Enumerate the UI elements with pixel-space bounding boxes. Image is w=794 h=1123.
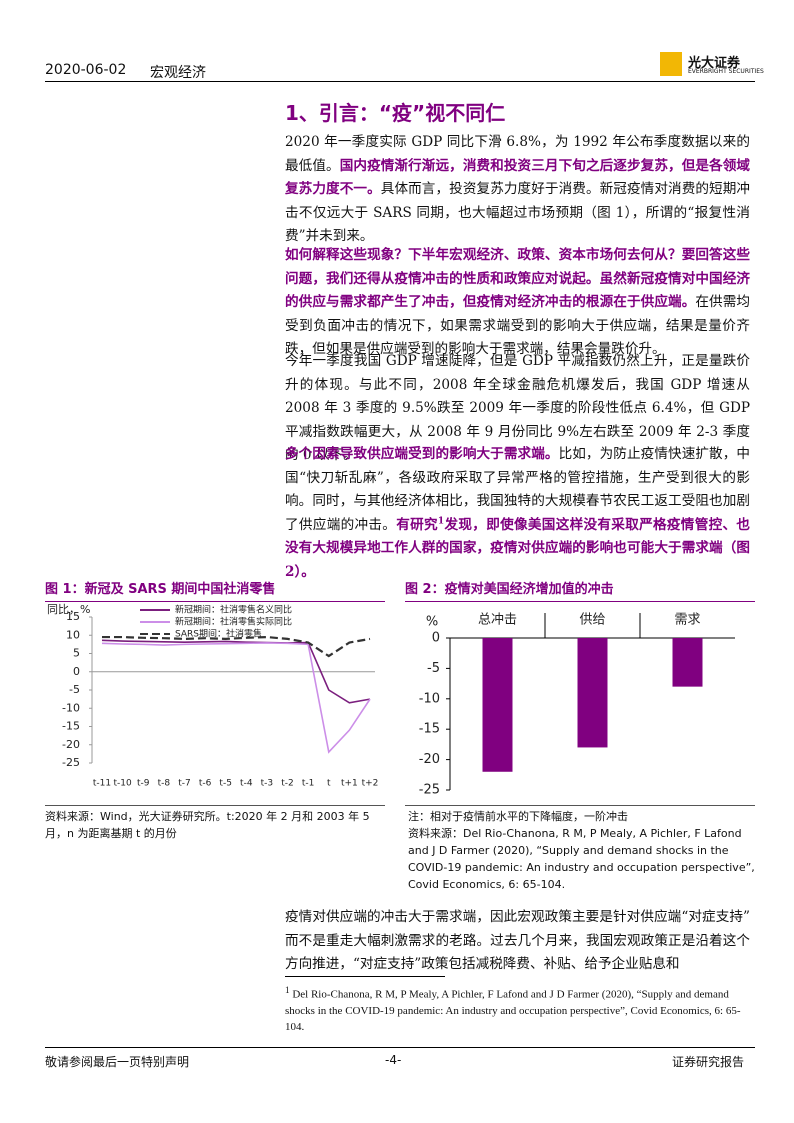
logo-en: EVERBRIGHT SECURITIES (688, 68, 764, 75)
x-tick-label: t-7 (178, 779, 191, 789)
y-tick-label: 5 (73, 647, 80, 660)
y-tick-label: 0 (432, 631, 440, 646)
paragraph: 今年一季度我国 GDP 增速陡降，但是 GDP 平减指数仍然上升，正是量跌价升的… (285, 350, 750, 468)
emphasis-text: 如何解释这些现象？下半年宏观经济、政策、资本市场何去何从？要回答这些问题，我们还… (285, 247, 750, 310)
paragraph: 疫情对供应端的冲击大于需求端，因此宏观政策主要是针对供应端“对症支持”而不是重走… (285, 906, 750, 977)
x-tick-label: 需求 (674, 613, 700, 628)
line-chart: 同比，%15 10 5 0 -5 -10 -15 -20 -25 t-11 t-10 t-9 t-8 t-… (47, 603, 379, 789)
y-tick-label: -15 (419, 722, 440, 737)
body-text: 具体而言，投资复苏力度好于消费。新冠疫情对消费的短期冲击不仅远大于 SARS 同… (285, 181, 751, 244)
legend-label: 新冠期间：社消零售名义同比 (175, 604, 292, 616)
y-tick-label: -20 (419, 752, 440, 767)
x-tick-label: t-8 (158, 779, 171, 789)
header-rule (45, 81, 755, 82)
emphasis-text: 多个因素导致供应端受到的影响大于需求端。 (285, 446, 559, 462)
y-tick-label: 15 (66, 610, 80, 623)
footnote-text: Del Rio-Chanona, R M, P Mealy, A Pichler… (285, 988, 741, 1033)
footer-left: 敬请参阅最后一页特别声明 (45, 1055, 190, 1069)
x-tick-label: 供给 (579, 613, 605, 628)
x-tick-label: t-10 (113, 779, 132, 789)
footer-right: 证券研究报告 (672, 1055, 745, 1069)
emphasis-text: 1 (437, 515, 445, 526)
y-axis-label: % (426, 615, 438, 630)
emphasis-text: 发现，即使像美国这样没有采取严格疫情管控、也没有大规模异地工作人群的国家，疫情对… (285, 516, 751, 580)
figure-source: 资料来源：Del Rio-Chanona, R M, P Mealy, A Pi… (408, 827, 755, 891)
data-line (102, 635, 371, 658)
figure-note: 注：相对于疫情前水平的下降幅度，一阶冲击 (408, 810, 628, 823)
footnote-mark: 1 (285, 985, 290, 995)
body-text: 疫情对供应端的冲击大于需求端，因此宏观政策主要是针对供应端“对症支持”而不是重走… (285, 909, 750, 972)
x-tick-label: t (327, 779, 331, 789)
legend-label: 新冠期间：社消零售实际同比 (175, 616, 292, 628)
y-tick-label: 10 (66, 628, 80, 641)
y-tick-label: -5 (427, 661, 440, 676)
x-tick-label: t-5 (219, 779, 232, 789)
y-tick-label: -25 (62, 756, 80, 769)
figure-rule (405, 805, 755, 806)
logo-icon (660, 52, 682, 76)
emphasis-text: 有研究 (396, 516, 438, 533)
header-section: 宏观经济 (150, 65, 206, 81)
bar (672, 638, 703, 687)
x-tick-label: t+2 (362, 779, 379, 789)
x-tick-label: t-4 (240, 779, 253, 789)
footer-rule (45, 1047, 755, 1048)
figure-title: 图 2：疫情对美国经济增加值的冲击 (405, 578, 755, 602)
x-tick-label: t-9 (137, 779, 150, 789)
y-axis-label: 同比，% (47, 603, 90, 616)
x-tick-label: t-3 (261, 779, 274, 789)
body-text: 今年一季度我国 GDP 增速陡降，但是 GDP 平减指数仍然上升，正是量跌价升的… (285, 353, 750, 463)
paragraph: 多个因素导致供应端受到的影响大于需求端。比如，为防止疫情快速扩散，中国“快刀斩乱… (285, 443, 750, 584)
y-tick-label: -25 (419, 783, 440, 798)
x-tick-label: t-11 (93, 779, 111, 789)
legend-label: SARS期间：社消零售 (175, 628, 262, 640)
y-tick-label: -5 (69, 683, 80, 696)
bar (577, 638, 608, 748)
footnote-rule (285, 976, 445, 977)
paragraph: 如何解释这些现象？下半年宏观经济、政策、资本市场何去何从？要回答这些问题，我们还… (285, 244, 750, 362)
emphasis-text: 国内疫情渐行渐远，消费和投资三月下旬之后逐步复苏，但是各领域复苏力度不一。 (285, 157, 751, 198)
bar (482, 638, 513, 772)
data-line (101, 639, 371, 704)
y-tick-label: -10 (62, 701, 80, 714)
y-tick-label: -15 (62, 720, 80, 733)
x-tick-label: 总冲击 (478, 613, 517, 628)
x-tick-label: t-1 (302, 779, 315, 789)
footnote: 1 Del Rio-Chanona, R M, P Mealy, A Pichl… (285, 982, 750, 1035)
section-heading: 1、引言：“疫”视不同仁 (285, 101, 506, 125)
logo-text: 光大证券 (688, 56, 741, 71)
header-date: 2020-06-02 (45, 62, 127, 78)
footer-page: -4- (385, 1053, 402, 1067)
body-text: 在供需均受到负面冲击的情况下，如果需求端受到的影响大于供应端，结果是量价齐跌，但… (285, 294, 751, 357)
y-tick-label: 0 (73, 665, 80, 678)
paragraph: 2020 年一季度实际 GDP 同比下滑 6.8%，为 1992 年公布季度数据… (285, 131, 750, 249)
x-tick-label: t+1 (341, 779, 358, 789)
figure-source: 资料来源：Wind，光大证券研究所。t:2020 年 2 月和 2003 年 5… (45, 810, 370, 840)
data-line (101, 642, 371, 754)
y-tick-label: -10 (419, 691, 440, 706)
bar-chart: %0 -5 -10 -15 -20 -25 总冲击 供给 需求 (419, 613, 735, 798)
figure-rule (45, 805, 385, 806)
figure-title: 图 1：新冠及 SARS 期间中国社消零售 (45, 578, 385, 602)
body-text: 2020 年一季度实际 GDP 同比下滑 6.8%，为 1992 年公布季度数据… (285, 134, 750, 174)
x-tick-label: t-2 (281, 779, 294, 789)
x-tick-label: t-6 (199, 779, 212, 789)
body-text: 比如，为防止疫情快速扩散，中国“快刀斩乱麻”，各级政府采取了异常严格的管控措施，… (285, 446, 750, 533)
y-tick-label: -20 (62, 738, 80, 751)
